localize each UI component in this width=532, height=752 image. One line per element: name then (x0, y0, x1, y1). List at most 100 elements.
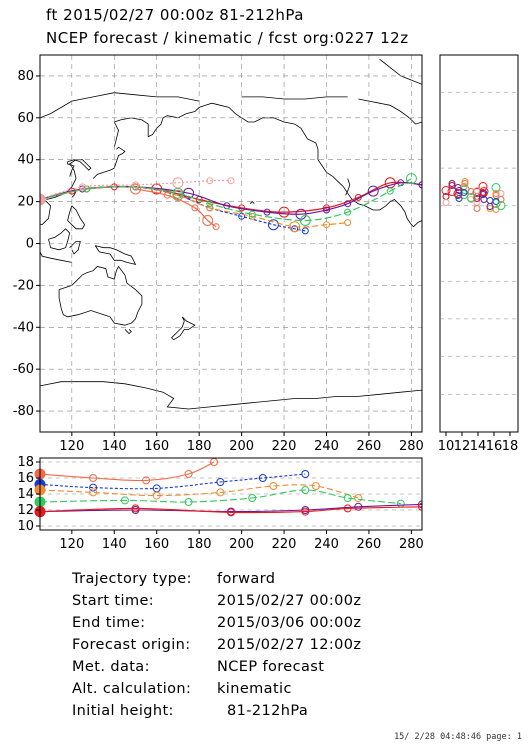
side-point (478, 182, 488, 192)
height-line-blue (40, 473, 306, 490)
info-row-type: Trajectory type: forward (72, 568, 361, 590)
info-label: Initial height: (72, 703, 174, 719)
side-point (461, 180, 469, 188)
height-point (258, 474, 267, 482)
height-point (354, 494, 363, 502)
coastline (40, 197, 52, 226)
trajectory-point (206, 177, 214, 185)
y-tick-label: 80 (17, 69, 34, 84)
info-label: Met. data: (72, 659, 150, 675)
trajectory-point (344, 219, 352, 227)
trajectory-point (263, 208, 271, 216)
info-label: End time: (72, 615, 146, 631)
height-point (354, 502, 363, 511)
trajectory-point (172, 177, 184, 189)
y-tick-label: -40 (13, 320, 34, 335)
y-tick-label: 0 (26, 237, 34, 252)
coastline (48, 228, 71, 251)
trajectory-point (299, 215, 311, 226)
coastline (113, 102, 422, 228)
side-point (473, 195, 481, 203)
info-label: Forecast origin: (72, 637, 191, 653)
x-tick-label: 10 (438, 439, 455, 454)
trajectory-point (367, 185, 379, 197)
height-point (418, 500, 422, 509)
info-value: 2015/02/27 12:00z (217, 637, 362, 653)
height-line-green (40, 489, 401, 505)
height-point (343, 494, 352, 502)
y-tick-label: 40 (17, 153, 34, 168)
y-tick-label: 20 (17, 195, 34, 210)
coastline (58, 265, 143, 326)
timestamp: 15/ 2/28 04:48:46 page: 1 (394, 732, 522, 742)
trajectory-point (191, 204, 199, 212)
side-point (448, 180, 456, 188)
height-point (120, 496, 129, 505)
trajectory-orange (40, 185, 348, 228)
height-line-red (40, 506, 422, 514)
trajectory-point (248, 212, 256, 220)
side-point (453, 189, 463, 199)
y-tick-label: 16 (17, 471, 34, 486)
trajectory-point (295, 208, 307, 220)
map-content (40, 58, 422, 410)
side-point (466, 193, 476, 203)
height-point (269, 482, 278, 490)
trajectory-point (289, 221, 301, 233)
side-point (441, 186, 451, 196)
side-point (486, 197, 494, 205)
map-grid (40, 55, 422, 432)
trajectory-point (130, 183, 141, 195)
info-row-alt: Alt. calculation: kinematic (72, 678, 361, 700)
height-point (184, 498, 193, 506)
height-point (418, 502, 422, 511)
coastline (40, 381, 422, 410)
x-tick-label: 200 (229, 439, 254, 454)
height-content (40, 458, 422, 517)
x-tick-label: 240 (314, 537, 339, 552)
coastline (92, 146, 126, 179)
x-tick-label: 12 (454, 439, 471, 454)
trajectory-point (323, 221, 330, 229)
trajectory-point (206, 204, 214, 212)
side-point (454, 192, 462, 200)
x-tick-label: 220 (272, 537, 297, 552)
trajectory-point (344, 200, 352, 208)
y-tick-label: 14 (17, 487, 34, 502)
trajectory-point (183, 187, 195, 199)
x-tick-label: 160 (144, 537, 169, 552)
trajectory-point (278, 206, 290, 218)
trajectory-point (163, 191, 171, 199)
height-point (248, 494, 257, 502)
y-tick-label: 12 (17, 503, 34, 518)
trajectory-point (323, 206, 330, 214)
side-point (473, 205, 481, 213)
trajectory-point (267, 219, 279, 231)
x-tick-label: 140 (102, 537, 127, 552)
map-panel: 120 140 160 180 200 220 240 260 280 -80 -60 -40 -20 0… (13, 54, 424, 454)
info-row-end: End time: 2015/03/06 00:00z (72, 612, 361, 634)
height-point (89, 474, 98, 482)
coastline (46, 159, 92, 200)
trajectory-point (344, 208, 352, 216)
height-line-salmon (40, 461, 215, 482)
info-row-met: Met. data: NCEP forecast (72, 656, 361, 678)
map-ticks: 120 140 160 180 200 220 240 260 280 -80 -60 -40 -20 0… (13, 69, 424, 454)
chart-subtitle: NCEP forecast / kinematic / fcst org:022… (46, 29, 409, 47)
info-value: 81-212hPa (217, 703, 309, 719)
side-point (460, 189, 468, 197)
trajectory-point (386, 187, 394, 195)
info-label: Start time: (72, 593, 155, 609)
trajectories (40, 173, 422, 235)
coastline (241, 96, 348, 100)
y-tick-label: 18 (17, 455, 34, 470)
x-tick-label: 120 (59, 537, 84, 552)
coastline (345, 178, 351, 196)
info-value: kinematic (217, 681, 292, 697)
x-tick-label: 160 (144, 439, 169, 454)
info-row-start: Start time: 2015/02/27 00:00z (72, 590, 361, 612)
info-value: 2015/03/06 00:00z (217, 615, 362, 631)
trajectory-point (212, 223, 220, 231)
trajectory-point (132, 181, 139, 189)
